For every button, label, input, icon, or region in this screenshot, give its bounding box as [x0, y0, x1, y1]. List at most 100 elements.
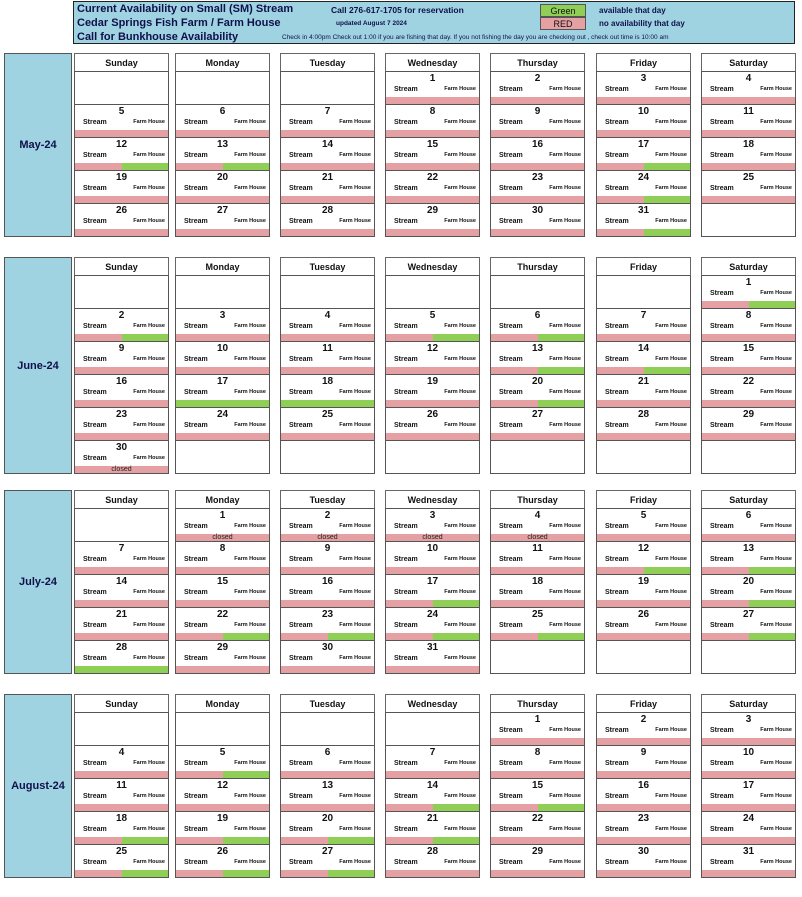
availability-bar [702, 433, 795, 440]
day-header: Monday [175, 694, 270, 712]
day-number: 7 [429, 747, 436, 758]
day-number: 15 [216, 576, 229, 587]
day-header: Friday [596, 694, 691, 712]
day-cell: 10 Stream Farm House [175, 341, 270, 375]
day-cell: 22 Stream Farm House [701, 374, 796, 408]
day-cell: 28 Stream Farm House [596, 407, 691, 441]
day-number: 9 [640, 747, 647, 758]
farm-house-availability [643, 804, 690, 811]
day-number: 2 [640, 714, 647, 725]
farm-house-label: Farm House [549, 556, 581, 562]
farm-house-label: Farm House [760, 760, 792, 766]
farm-house-availability [327, 163, 374, 170]
farm-house-availability [537, 771, 584, 778]
stream-availability [176, 163, 223, 170]
stream-label: Stream [184, 356, 208, 363]
empty-day-cell [175, 440, 270, 474]
stream-availability [491, 400, 538, 407]
day-cell: 6 Stream Farm House [280, 745, 375, 779]
farm-house-label: Farm House [655, 523, 687, 529]
farm-house-label: Farm House [760, 86, 792, 92]
day-cell: 20 Stream Farm House [175, 170, 270, 204]
day-number: 14 [115, 576, 128, 587]
day-number: 30 [115, 442, 128, 453]
day-cell: 24 Stream Farm House [385, 607, 480, 641]
farm-house-label: Farm House [339, 356, 371, 362]
stream-label: Stream [83, 218, 107, 225]
availability-bar [176, 196, 269, 203]
stream-label: Stream [184, 152, 208, 159]
farm-house-availability [222, 771, 269, 778]
stream-label: Stream [394, 119, 418, 126]
day-number: 31 [426, 642, 439, 653]
day-number: 8 [219, 543, 226, 554]
day-cell: 12 Stream Farm House [596, 541, 691, 575]
availability-bar [386, 804, 479, 811]
farm-house-availability [121, 433, 168, 440]
day-number: 1 [429, 73, 436, 84]
day-number: 16 [531, 139, 544, 150]
farm-house-availability [121, 466, 168, 473]
availability-bar [176, 567, 269, 574]
farm-house-label: Farm House [339, 323, 371, 329]
day-header: Wednesday [385, 490, 480, 508]
stream-availability [281, 567, 328, 574]
stream-availability [75, 870, 122, 877]
day-cell: 13 Stream Farm House [490, 341, 585, 375]
stream-availability [75, 163, 122, 170]
stream-availability [386, 534, 433, 541]
farm-house-availability [537, 163, 584, 170]
farm-house-availability [643, 567, 690, 574]
availability-bar [281, 163, 374, 170]
stream-availability [702, 130, 749, 137]
stream-label: Stream [499, 86, 523, 93]
farm-house-availability [327, 633, 374, 640]
stream-availability [597, 738, 644, 745]
availability-bar [597, 334, 690, 341]
availability-bar [597, 400, 690, 407]
day-number: 21 [637, 376, 650, 387]
stream-label: Stream [710, 826, 734, 833]
empty-day-cell [701, 203, 796, 237]
farm-house-label: Farm House [234, 185, 266, 191]
availability-bar [491, 229, 584, 236]
day-number: 20 [531, 376, 544, 387]
stream-availability [597, 130, 644, 137]
stream-availability [176, 666, 223, 673]
stream-label: Stream [710, 86, 734, 93]
farm-house-availability [121, 567, 168, 574]
farm-house-label: Farm House [133, 455, 165, 461]
farm-house-availability [432, 837, 479, 844]
stream-label: Stream [710, 422, 734, 429]
stream-availability [386, 334, 433, 341]
farm-house-availability [537, 600, 584, 607]
day-number: 18 [321, 376, 334, 387]
stream-availability [176, 837, 223, 844]
stream-availability [386, 97, 433, 104]
stream-label: Stream [83, 556, 107, 563]
day-cell: 27 Stream Farm House [280, 844, 375, 878]
stream-label: Stream [710, 185, 734, 192]
availability-bar [702, 804, 795, 811]
day-cell: 14 Stream Farm House [280, 137, 375, 171]
farm-house-availability [537, 229, 584, 236]
legend-green-swatch: Green [540, 4, 586, 17]
day-cell: 17 Stream Farm House [596, 137, 691, 171]
farm-house-label: Farm House [444, 760, 476, 766]
stream-availability [386, 400, 433, 407]
day-number: 24 [637, 172, 650, 183]
day-number: 29 [531, 846, 544, 857]
stream-label: Stream [394, 389, 418, 396]
availability-bar [702, 600, 795, 607]
day-number: 9 [534, 106, 541, 117]
day-header: Sunday [74, 694, 169, 712]
farm-house-availability [748, 334, 795, 341]
day-cell: 4 Stream Farm House [701, 71, 796, 105]
farm-house-availability [643, 163, 690, 170]
farm-house-label: Farm House [133, 218, 165, 224]
stream-label: Stream [605, 86, 629, 93]
stream-availability [281, 666, 328, 673]
stream-availability [176, 600, 223, 607]
farm-house-availability [748, 130, 795, 137]
day-number: 6 [534, 310, 541, 321]
